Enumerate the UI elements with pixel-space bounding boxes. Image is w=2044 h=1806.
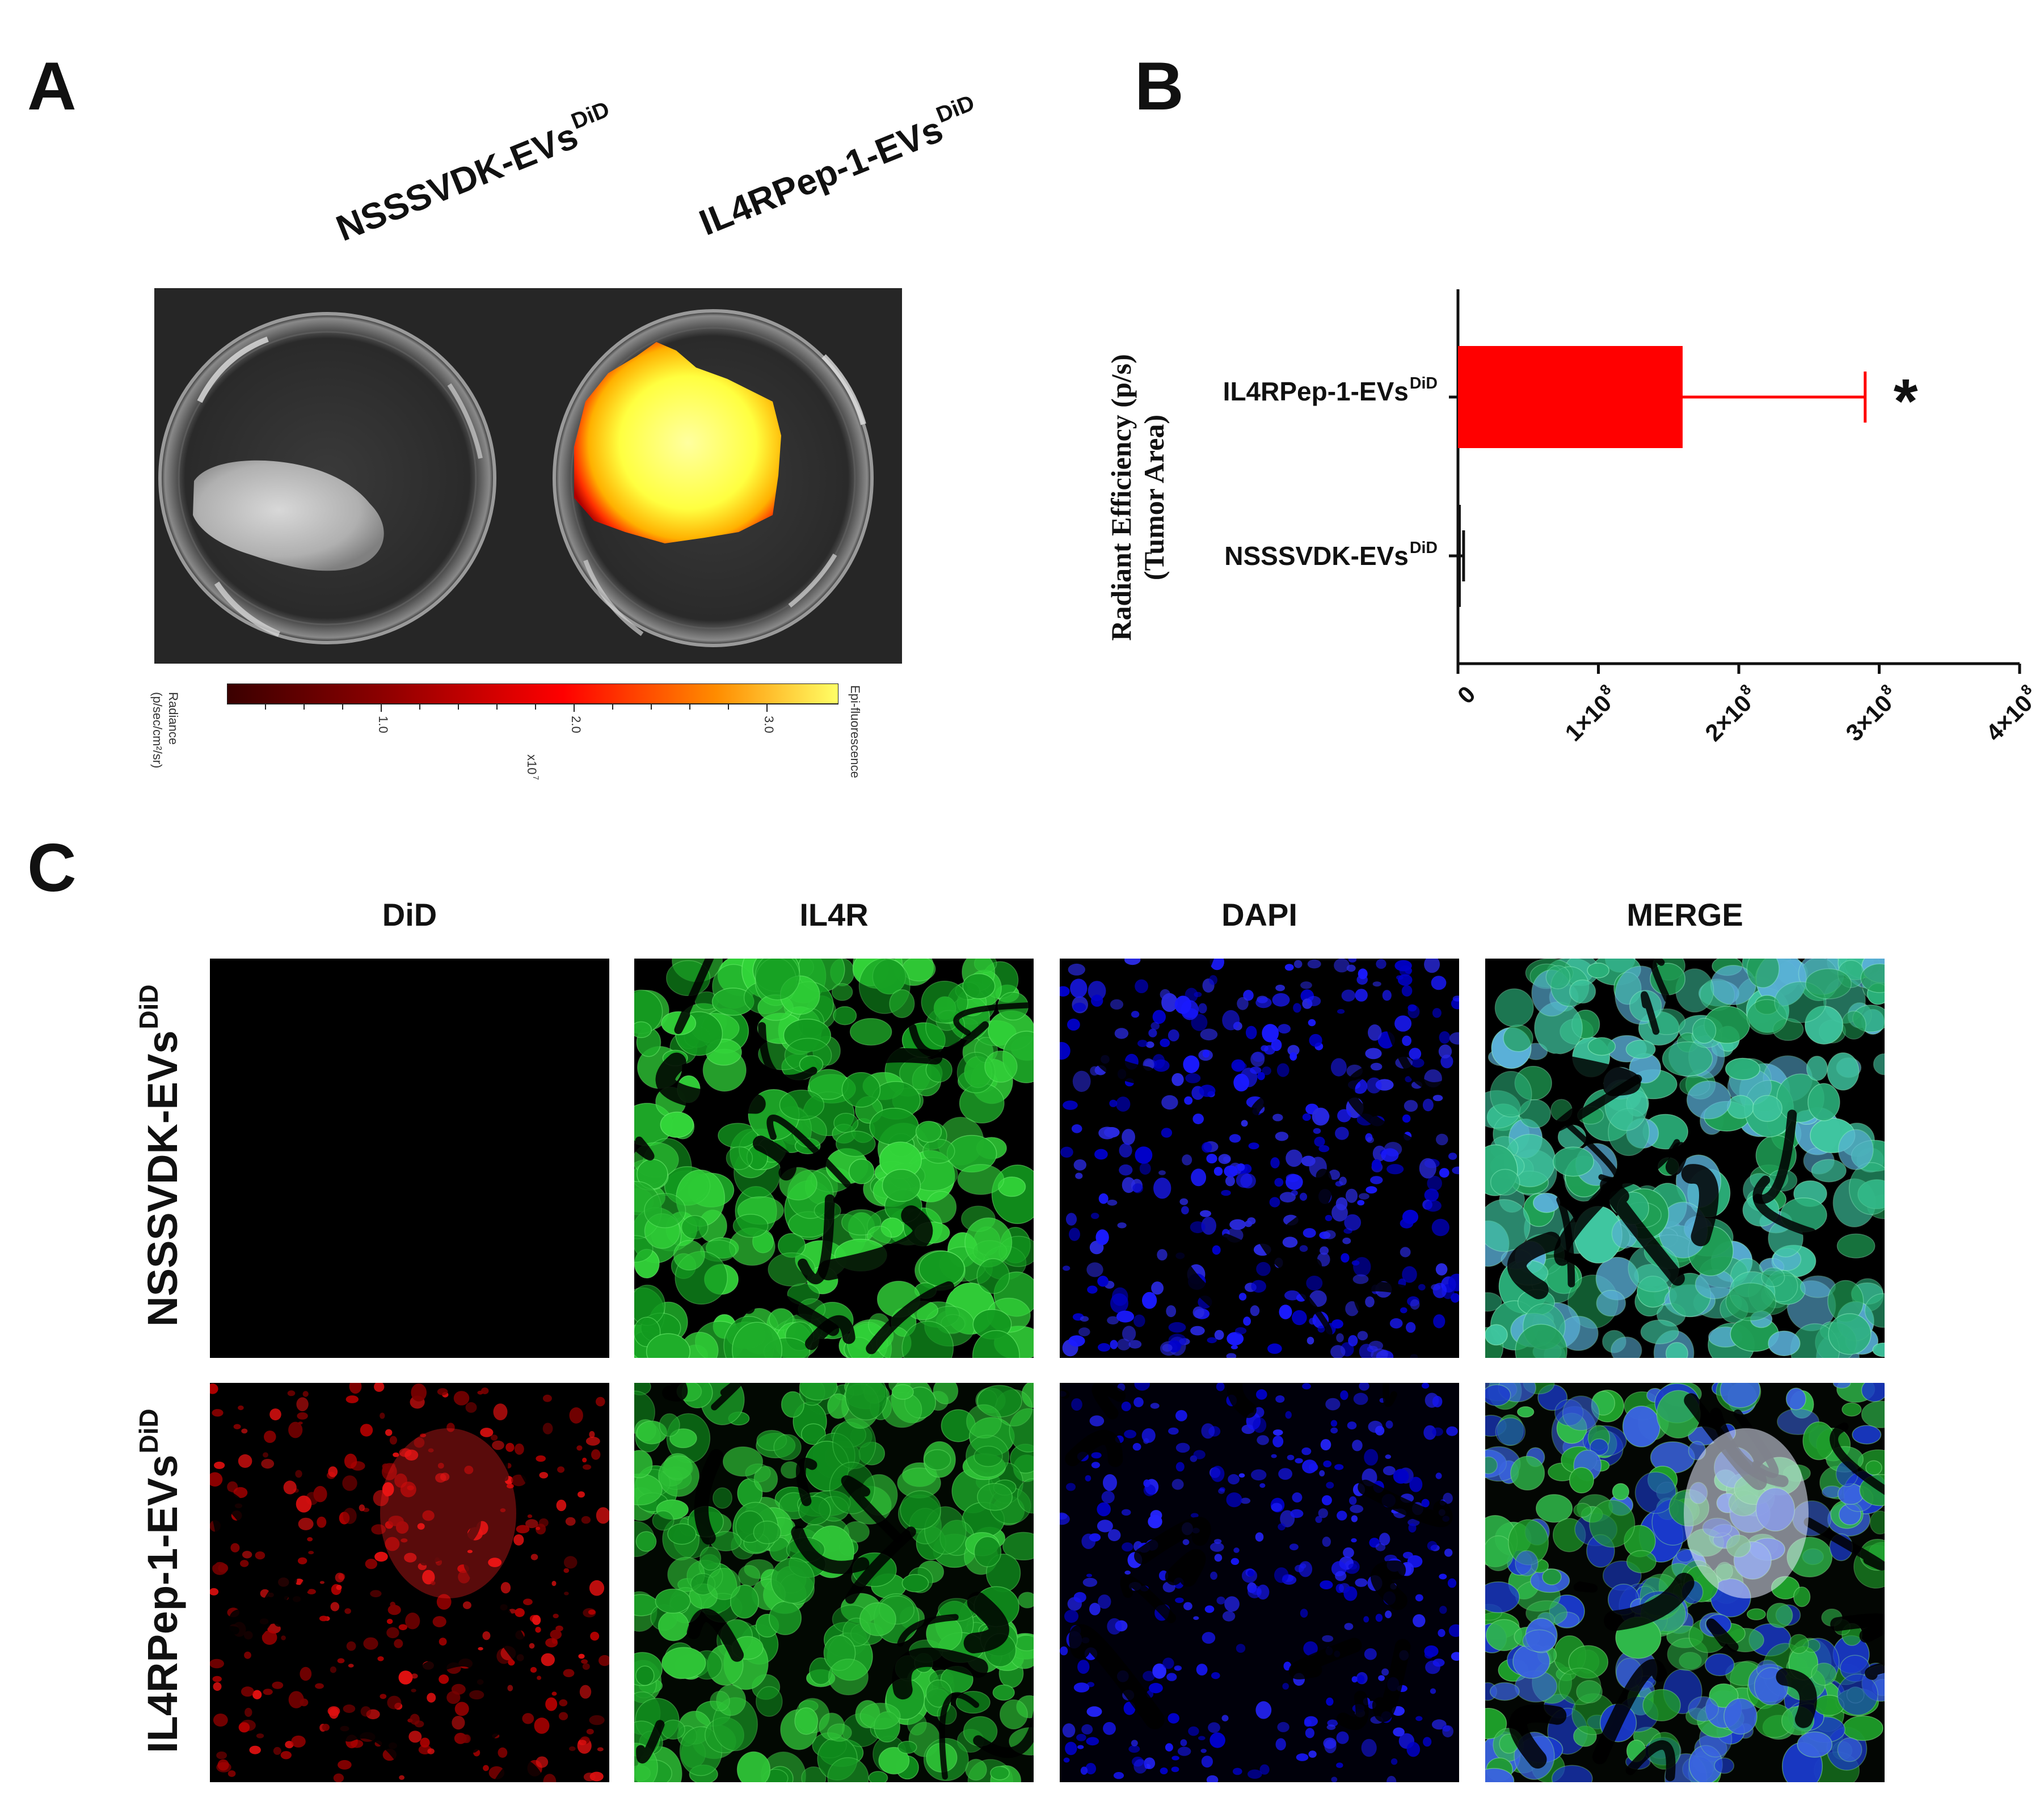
bar-0	[1458, 346, 1683, 448]
tile-nsssvdk-merge	[1485, 959, 1885, 1358]
tile-nsssvdk-did	[210, 959, 609, 1358]
panel-letter-b: B	[1135, 48, 1184, 124]
tile-il4rpep-dapi	[1060, 1383, 1459, 1782]
panel-letter-a: A	[27, 48, 77, 124]
microscopy-texture	[210, 1383, 609, 1782]
bar-1	[1458, 505, 1461, 607]
colorbar	[226, 683, 839, 712]
row-header-il4rpep: IL4RPep-1-EVsDiD	[133, 1408, 187, 1753]
microscopy-texture	[634, 959, 1034, 1358]
colorbar-tick-2: 2.0	[569, 716, 583, 733]
colorbar-left-unit: (p/sec/cm²/sr)	[150, 692, 165, 769]
microscopy-texture	[210, 959, 609, 1358]
category-label-nsssvdk: NSSSVDK-EVsDiD	[1224, 539, 1438, 571]
colorbar-tick-1: 1.0	[376, 716, 390, 733]
tile-il4rpep-did	[210, 1383, 609, 1782]
column-header-il4r: IL4R	[799, 897, 869, 932]
colorbar-tick-3: 3.0	[762, 716, 776, 733]
row-header-nsssvdk: NSSSVDK-EVsDiD	[133, 984, 187, 1327]
column-header-merge: MERGE	[1626, 897, 1743, 932]
tile-nsssvdk-dapi	[1060, 959, 1459, 1358]
tile-il4rpep-merge	[1485, 1383, 1885, 1782]
panel-a-label-il4rpep: IL4RPep-1-EVsDiD	[693, 90, 978, 243]
column-header-did: DiD	[382, 897, 437, 932]
tile-il4rpep-il4r	[634, 1383, 1034, 1782]
panel-b-y-axis-title: Radiant Efficiency (p/s) (Tumor Area)	[1105, 354, 1170, 641]
significance-star: *	[1894, 366, 1918, 436]
microscopy-texture	[634, 1383, 1034, 1782]
colorbar-multiplier: x107	[524, 754, 540, 780]
panel-a-label-nsssvdk: NSSSVDK-EVsDiD	[330, 96, 613, 249]
colorbar-right-title: Epi-fluorescence	[848, 685, 862, 778]
microscopy-texture	[1485, 959, 1885, 1358]
category-label-il4rpep: IL4RPep-1-EVsDiD	[1223, 374, 1438, 407]
microscopy-texture	[1060, 1383, 1459, 1782]
column-header-dapi: DAPI	[1221, 897, 1297, 932]
ivis-fluorescence-image	[154, 288, 902, 664]
bar-chart: *	[1449, 289, 2021, 674]
panel-letter-c: C	[27, 830, 77, 906]
microscopy-texture	[1060, 959, 1459, 1358]
colorbar-left-title: Radiance	[166, 692, 180, 745]
microscopy-texture	[1485, 1383, 1885, 1782]
tile-nsssvdk-il4r	[634, 959, 1034, 1358]
